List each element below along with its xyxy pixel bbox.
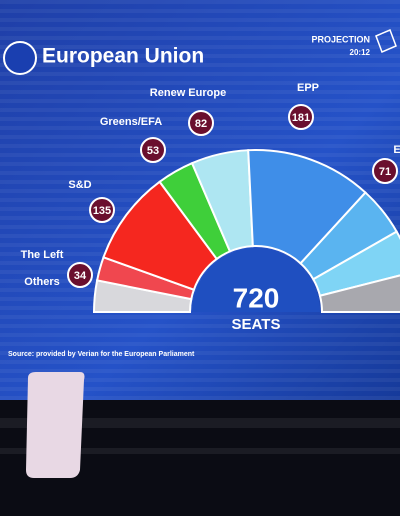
seat-count-label: 53 (147, 145, 159, 157)
projection-badge: PROJECTION (311, 34, 370, 44)
center-disc (192, 248, 320, 312)
total-seats: 720 (233, 282, 280, 313)
total-label: SEATS (232, 316, 281, 333)
party-name: EPP (297, 82, 319, 94)
party-name: Others (24, 276, 59, 288)
seat-bubble (288, 104, 314, 130)
seat-bubble (140, 137, 166, 163)
seat-bubble (67, 262, 93, 288)
party-name: Greens/EFA (100, 116, 162, 128)
seat-bubble (89, 197, 115, 223)
parliament-chart (92, 149, 400, 313)
seat-bubble (372, 158, 398, 184)
seat-count-label: 181 (292, 112, 310, 124)
ballot-icon (375, 29, 397, 53)
seat-count-label: 71 (379, 166, 391, 178)
seat-count-label: 34 (74, 270, 87, 282)
chart-title: European Union (42, 45, 204, 68)
seat-segment (318, 274, 400, 313)
seat-bubble (188, 110, 214, 136)
party-name: The Left (21, 249, 64, 261)
seat-count-label: 135 (93, 205, 111, 217)
party-name: S&D (68, 179, 91, 191)
source-note: Source: provided by Verian for the Europ… (8, 351, 195, 358)
studio-rail (0, 448, 400, 454)
seat-segment (247, 149, 367, 265)
eu-logo (3, 41, 37, 75)
studio-rail (0, 418, 400, 428)
time: 20:12 (350, 48, 371, 57)
party-name: E (393, 144, 400, 156)
seat-count-label: 82 (195, 118, 207, 130)
party-name: Renew Europe (150, 87, 226, 99)
podium (26, 372, 85, 478)
